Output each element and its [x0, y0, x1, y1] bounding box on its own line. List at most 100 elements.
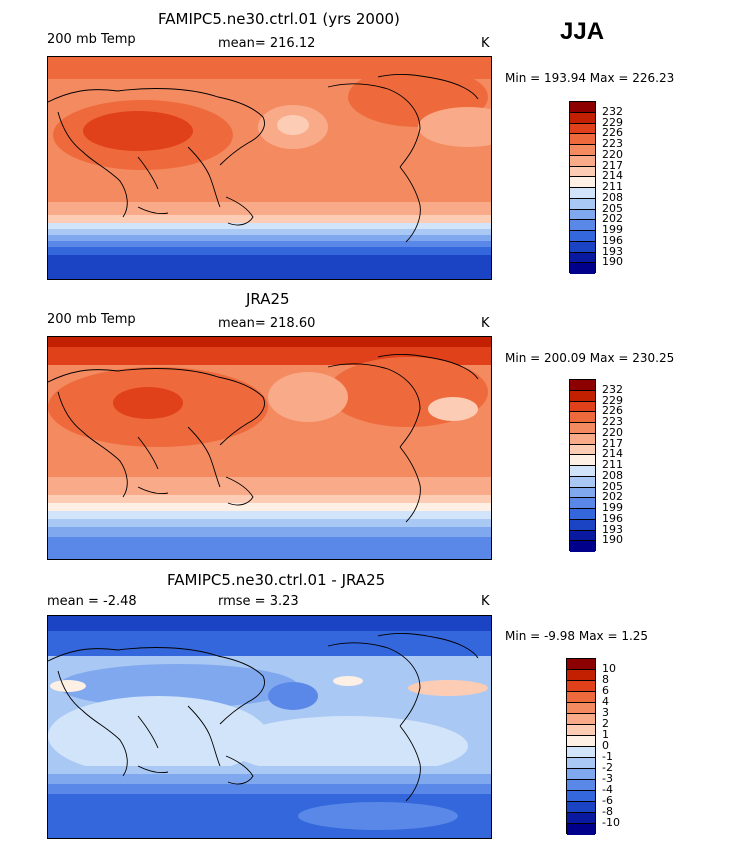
panel-1-mean-label: mean= 216.12: [218, 36, 316, 51]
panel-1-units: K: [481, 36, 490, 51]
colorbar-level-label: 8: [602, 673, 609, 686]
colorbar-swatch: [570, 263, 595, 274]
colorbar-swatch: [567, 681, 595, 692]
panel-2-map: [47, 336, 492, 560]
colorbar-swatch: [570, 412, 595, 423]
colorbar-level-label: 229: [602, 115, 623, 129]
colorbar-swatch: [570, 498, 595, 509]
colorbar-swatch: [567, 736, 595, 747]
colorbar-swatch: [567, 725, 595, 736]
colorbar-swatch: [570, 509, 595, 520]
colorbar-level-label: -8: [602, 805, 613, 818]
colorbar-swatch: [570, 519, 595, 531]
panel-3-title: FAMIPC5.ne30.ctrl.01 - JRA25: [167, 571, 386, 589]
colorbar-swatch: [570, 188, 595, 199]
colorbar-swatch: [570, 102, 595, 113]
colorbar-level-label: 199: [602, 501, 623, 514]
colorbar-swatch: [570, 198, 595, 210]
colorbar-level-label: 226: [602, 126, 623, 140]
colorbar-level-label: 190: [602, 533, 623, 547]
panel-1-title: FAMIPC5.ne30.ctrl.01 (yrs 2000): [158, 10, 400, 28]
colorbar-level-label: 190: [602, 255, 623, 269]
colorbar-swatch: [570, 390, 595, 402]
colorbar-level-label: 211: [602, 180, 623, 193]
colorbar-level-label: 196: [602, 511, 623, 525]
colorbar-level-label: 2: [602, 717, 609, 730]
colorbar-level-label: 208: [602, 468, 623, 482]
panel-2-units: K: [481, 316, 490, 331]
colorbar-swatch: [570, 444, 595, 456]
colorbar-level-label: 202: [602, 490, 623, 504]
colorbar-swatch: [570, 241, 595, 253]
colorbar-level-label: 232: [602, 382, 623, 396]
colorbar-swatch: [570, 433, 595, 445]
colorbar-level-label: 193: [602, 522, 623, 536]
colorbar-swatch: [570, 155, 595, 167]
colorbar-level-label: 6: [602, 684, 609, 697]
colorbar-swatch: [570, 401, 595, 413]
panel-2-minmax: Min = 200.09 Max = 230.25: [505, 351, 675, 365]
colorbar-swatch: [567, 813, 595, 824]
colorbar-swatch: [570, 123, 595, 135]
colorbar-level-label: 1: [602, 728, 609, 741]
colorbar-level-label: 220: [602, 147, 623, 161]
panel-1-minmax: Min = 193.94 Max = 226.23: [505, 71, 675, 85]
colorbar-level-label: 217: [602, 158, 623, 172]
colorbar-level-label: 229: [602, 393, 623, 407]
colorbar-swatch: [570, 231, 595, 242]
panel-1-variable-label: 200 mb Temp: [47, 32, 136, 47]
panel-3-minmax: Min = -9.98 Max = 1.25: [505, 629, 649, 643]
colorbar-swatch: [567, 824, 595, 835]
colorbar-level-label: 211: [602, 458, 623, 471]
colorbar-level-label: 202: [602, 212, 623, 226]
panel-3-units: K: [481, 594, 490, 609]
colorbar-swatch: [567, 692, 595, 703]
colorbar-swatch: [570, 134, 595, 145]
colorbar-level-label: 208: [602, 190, 623, 204]
colorbar-level-label: -2: [602, 761, 613, 774]
colorbar-swatch: [570, 166, 595, 178]
colorbar-level-label: 223: [602, 137, 623, 150]
panel-2-title: JRA25: [246, 290, 290, 308]
colorbar-level-label: 214: [602, 169, 623, 183]
colorbar-level-label: -3: [602, 772, 613, 785]
colorbar-level-label: 220: [602, 425, 623, 439]
colorbar-swatch: [567, 747, 595, 758]
colorbar-swatch: [570, 209, 595, 221]
colorbar-level-label: -6: [602, 794, 613, 807]
colorbar-level-label: 193: [602, 244, 623, 258]
colorbar-level-label: 205: [602, 201, 623, 215]
colorbar-level-label: -10: [602, 816, 620, 829]
panel-2-variable-label: 200 mb Temp: [47, 312, 136, 327]
colorbar-level-label: 214: [602, 447, 623, 461]
colorbar-swatch: [567, 802, 595, 813]
colorbar-level-label: 199: [602, 223, 623, 236]
colorbar-swatch: [567, 769, 595, 780]
colorbar-swatch: [570, 476, 595, 488]
colorbar-swatch: [570, 112, 595, 124]
colorbar-level-label: 232: [602, 104, 623, 118]
colorbar-swatch: [567, 670, 595, 681]
colorbar-swatch: [567, 780, 595, 791]
colorbar-swatch: [567, 758, 595, 769]
colorbar-swatch: [570, 177, 595, 188]
colorbar-swatch: [570, 252, 595, 264]
colorbar-level-label: -4: [602, 783, 613, 796]
colorbar-level-label: 226: [602, 404, 623, 418]
colorbar-level-label: 0: [602, 739, 609, 752]
colorbar-level-label: 196: [602, 233, 623, 247]
panel-3-mean-label: mean = -2.48: [47, 594, 137, 609]
colorbar-swatch: [570, 145, 595, 156]
colorbar-level-label: -1: [602, 750, 613, 763]
colorbar-swatch: [570, 466, 595, 477]
panel-3-colorbar: [566, 658, 596, 835]
colorbar-swatch: [567, 703, 595, 714]
colorbar-level-label: 10: [602, 662, 616, 675]
colorbar-swatch: [570, 380, 595, 391]
colorbar-swatch: [570, 487, 595, 499]
colorbar-swatch: [570, 541, 595, 552]
colorbar-swatch: [570, 220, 595, 231]
colorbar-level-label: 223: [602, 415, 623, 428]
panel-2-colorbar: [569, 379, 596, 552]
panel-3-rmse-label: rmse = 3.23: [218, 594, 299, 609]
